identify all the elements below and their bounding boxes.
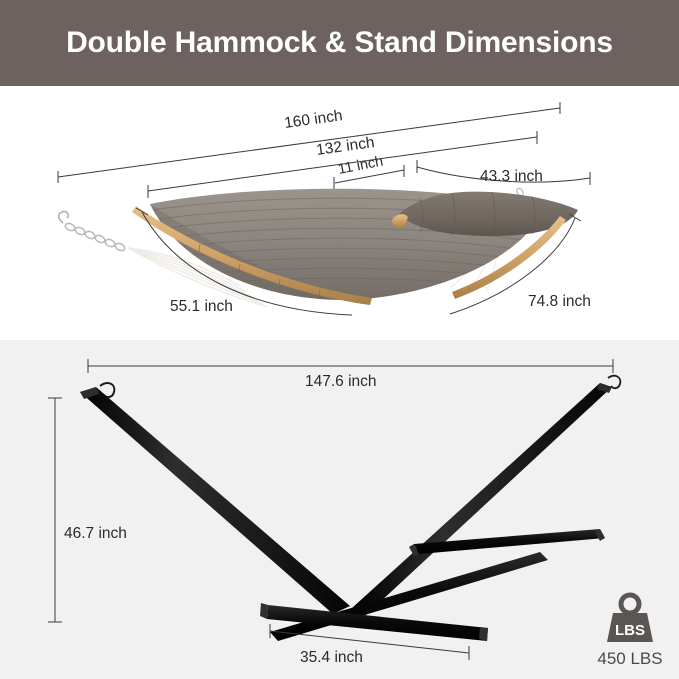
weight-capacity-label: 450 LBS bbox=[597, 649, 662, 668]
dimension-label-11-inch: 11 inch bbox=[337, 154, 385, 178]
dimension-label-74-8-inch: 74.8 inch bbox=[528, 293, 591, 310]
hammock-section: 160 inch 132 inch 11 inch 43. bbox=[0, 86, 679, 340]
stand-illustration: 147.6 inch 46.7 inch bbox=[48, 359, 663, 668]
hammock-pillow bbox=[399, 191, 578, 237]
hammock-bar-end-cap bbox=[392, 214, 408, 229]
page-title: Double Hammock & Stand Dimensions bbox=[66, 26, 613, 59]
dimension-label-35-4-inch: 35.4 inch bbox=[300, 649, 363, 666]
dimension-147-6-inch: 147.6 inch bbox=[87, 359, 614, 390]
stand-foot-front bbox=[260, 603, 488, 641]
stand-foot-rear bbox=[409, 529, 605, 556]
hammock-spreader-bar-right bbox=[452, 216, 566, 299]
weight-icon-text: LBS bbox=[615, 622, 645, 639]
stand-section: 147.6 inch 46.7 inch bbox=[0, 340, 679, 679]
hammock-illustration: 160 inch 132 inch 11 inch 43. bbox=[57, 102, 591, 316]
dimension-74-8-inch: 74.8 inch bbox=[449, 213, 591, 315]
dimension-46-7-inch: 46.7 inch bbox=[48, 397, 127, 623]
dimension-label-43-3-inch: 43.3 inch bbox=[480, 168, 543, 185]
header-bar: Double Hammock & Stand Dimensions bbox=[0, 0, 679, 86]
hammock-chain-left bbox=[57, 210, 126, 252]
dimension-35-4-inch: 35.4 inch bbox=[269, 624, 470, 666]
dimension-label-55-1-inch: 55.1 inch bbox=[170, 298, 233, 315]
hammock-ropes-left bbox=[127, 247, 269, 308]
dimension-label-160-inch: 160 inch bbox=[283, 107, 343, 132]
dimension-55-1-inch: 55.1 inch bbox=[135, 207, 353, 316]
dimension-label-46-7-inch: 46.7 inch bbox=[64, 525, 127, 542]
hammock-spreader-bar-left bbox=[132, 206, 372, 305]
stand-pole-left bbox=[80, 387, 350, 614]
dimension-label-147-6-inch: 147.6 inch bbox=[305, 373, 377, 390]
stand-hook-right bbox=[607, 374, 622, 390]
weight-capacity-badge: LBS 450 LBS bbox=[597, 592, 663, 668]
dimension-11-inch: 11 inch bbox=[333, 154, 405, 190]
dimension-label-132-inch: 132 inch bbox=[315, 134, 375, 159]
dimension-43-3-inch: 43.3 inch bbox=[416, 160, 591, 185]
weight-lbs-icon: LBS bbox=[607, 592, 653, 642]
stand-pole-right bbox=[352, 383, 612, 615]
